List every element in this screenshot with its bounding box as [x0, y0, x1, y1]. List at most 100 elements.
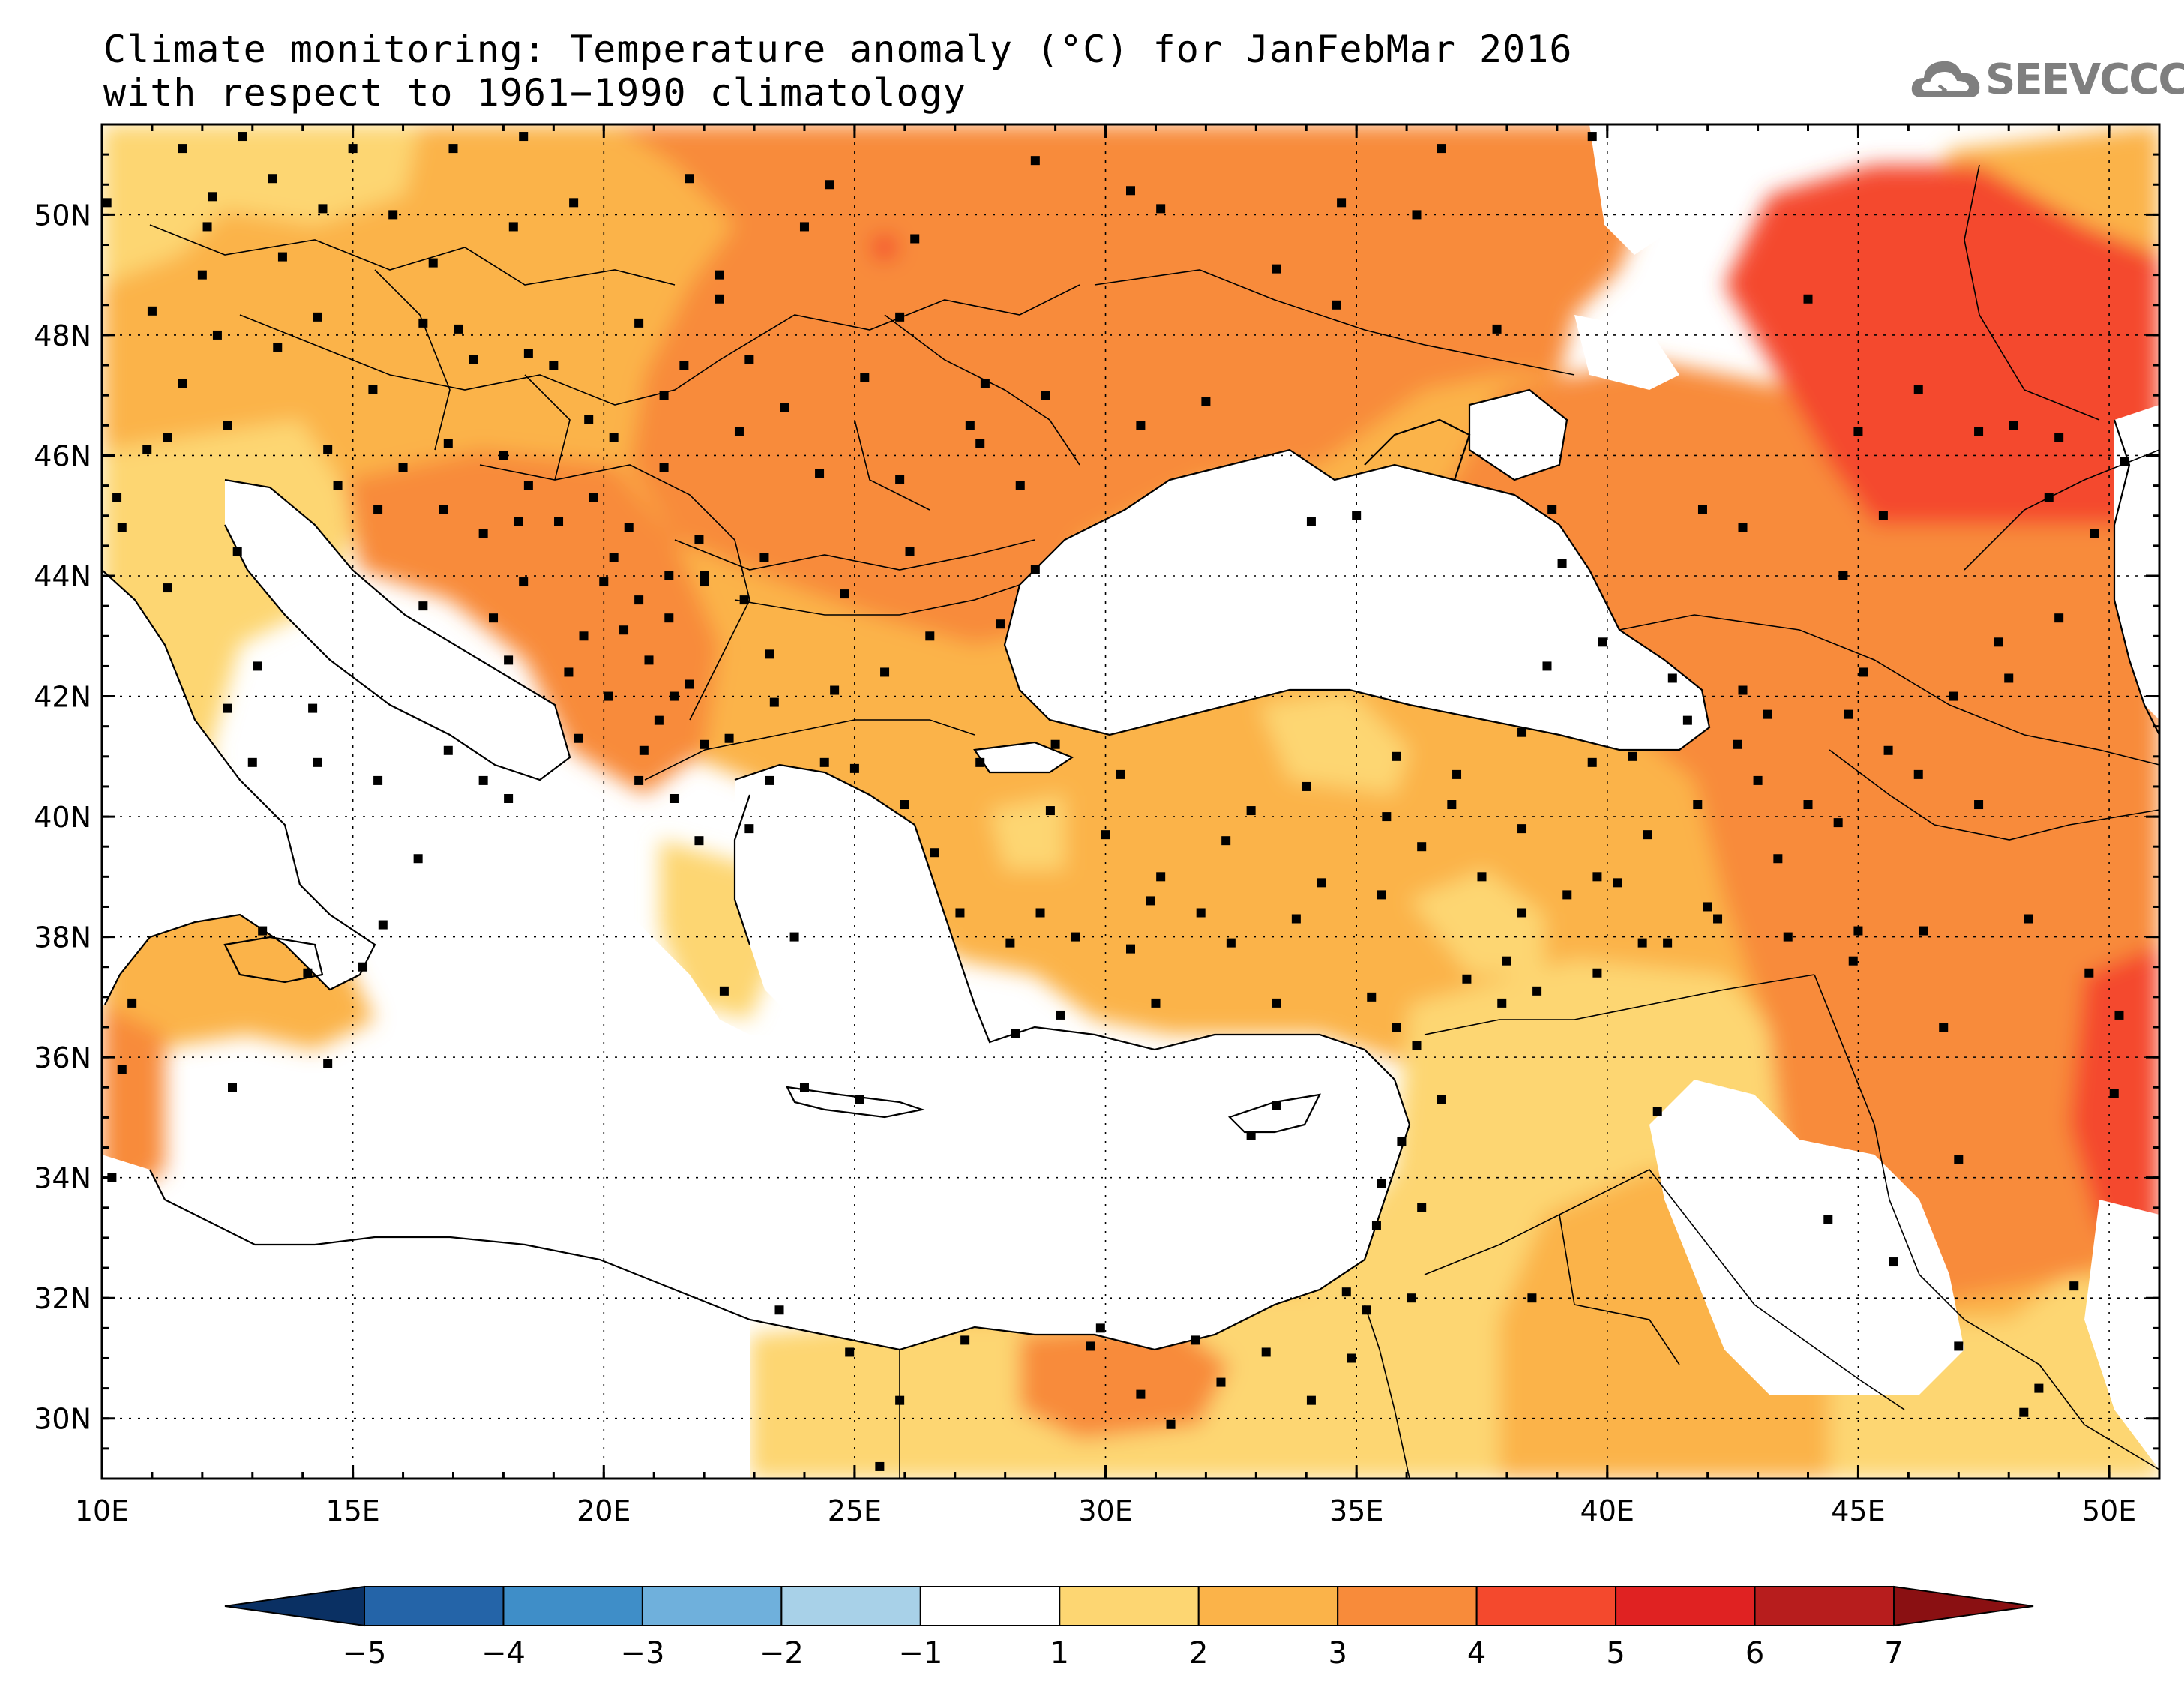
station-marker	[1086, 1341, 1095, 1351]
station-marker	[1306, 517, 1316, 526]
station-marker	[744, 355, 754, 364]
station-marker	[1417, 1203, 1427, 1212]
station-marker	[1949, 691, 1958, 701]
station-marker	[1392, 1023, 1401, 1032]
station-marker	[1126, 944, 1135, 954]
station-marker	[1913, 385, 1923, 394]
station-marker	[1166, 1419, 1176, 1429]
station-marker	[1803, 294, 1813, 304]
station-marker	[428, 258, 438, 268]
station-marker	[1637, 938, 1647, 948]
station-marker	[1191, 1335, 1201, 1345]
colorbar-bin	[1615, 1586, 1756, 1626]
station-marker	[734, 427, 744, 436]
station-marker	[1126, 186, 1135, 196]
station-marker	[925, 631, 935, 641]
station-marker	[323, 1059, 333, 1068]
station-marker	[2084, 968, 2094, 978]
station-marker	[830, 685, 840, 695]
station-marker	[654, 715, 664, 725]
station-marker	[1502, 956, 1511, 966]
station-marker	[1853, 926, 1863, 936]
station-marker	[147, 306, 157, 316]
station-marker	[1071, 932, 1080, 942]
station-marker	[508, 222, 518, 232]
y-tick-label: 30N	[34, 1403, 91, 1436]
station-marker	[1803, 800, 1813, 810]
colorbar-label: −5	[343, 1636, 387, 1671]
station-marker	[599, 577, 609, 587]
station-marker	[1011, 1029, 1020, 1038]
station-marker	[1272, 998, 1281, 1008]
station-marker	[102, 198, 112, 208]
station-marker	[1613, 878, 1622, 888]
axis-ticks	[100, 123, 2161, 1479]
station-marker	[1492, 324, 1502, 334]
coastlines	[102, 388, 2159, 1351]
station-marker	[1643, 830, 1652, 840]
station-marker	[318, 204, 328, 214]
station-marker	[418, 318, 428, 328]
station-marker	[1095, 1323, 1105, 1333]
station-marker	[2044, 493, 2054, 502]
station-marker	[439, 505, 448, 514]
station-marker	[639, 745, 649, 755]
station-marker	[895, 1395, 905, 1405]
colorbar-bin	[364, 1586, 505, 1626]
station-marker	[685, 174, 694, 184]
station-marker	[759, 553, 769, 562]
station-marker	[2109, 1089, 2119, 1098]
station-marker	[373, 505, 383, 514]
station-marker	[1682, 715, 1692, 725]
colorbar-over-arrow	[1893, 1585, 2034, 1627]
station-marker	[1587, 132, 1597, 142]
graticule	[102, 124, 2159, 1479]
station-marker	[1919, 926, 1928, 936]
station-marker	[980, 379, 990, 388]
station-marker	[232, 547, 242, 556]
station-marker	[1859, 667, 1868, 677]
station-marker	[1542, 661, 1552, 671]
station-marker	[2009, 421, 2018, 430]
station-marker	[700, 571, 709, 580]
station-marker	[1497, 998, 1507, 1008]
station-marker	[1397, 1137, 1407, 1146]
station-marker	[619, 625, 629, 635]
station-marker	[765, 775, 774, 785]
station-marker	[1783, 932, 1793, 942]
station-marker	[514, 517, 523, 526]
station-marker	[609, 553, 619, 562]
station-marker	[443, 439, 453, 448]
station-marker	[995, 619, 1005, 629]
y-tick-label: 44N	[34, 560, 91, 593]
colorbar-bin	[1337, 1586, 1478, 1626]
station-marker	[308, 703, 318, 713]
station-marker	[523, 349, 533, 358]
station-marker	[724, 733, 734, 743]
station-marker	[1753, 775, 1763, 785]
colorbar-label: −3	[620, 1636, 664, 1671]
station-marker	[669, 691, 679, 701]
station-marker	[368, 385, 378, 394]
station-marker	[955, 908, 965, 918]
colorbar-label: 4	[1467, 1636, 1486, 1671]
station-marker	[1156, 872, 1166, 882]
station-marker	[1853, 427, 1863, 436]
station-marker	[1116, 769, 1125, 779]
station-marker	[609, 433, 619, 442]
station-marker	[247, 757, 257, 767]
station-marker	[659, 391, 669, 400]
station-marker	[238, 132, 247, 142]
station-marker	[1954, 1341, 1964, 1351]
station-marker	[1773, 854, 1783, 864]
station-marker	[895, 312, 905, 322]
station-markers	[102, 132, 2129, 1471]
station-marker	[584, 415, 594, 424]
station-marker	[1738, 685, 1748, 695]
y-tick-label: 46N	[34, 439, 91, 472]
station-marker	[1367, 992, 1377, 1002]
station-marker	[880, 667, 890, 677]
colorbar-bin	[1197, 1586, 1339, 1626]
anomaly-field	[102, 124, 2159, 1479]
station-marker	[634, 318, 644, 328]
